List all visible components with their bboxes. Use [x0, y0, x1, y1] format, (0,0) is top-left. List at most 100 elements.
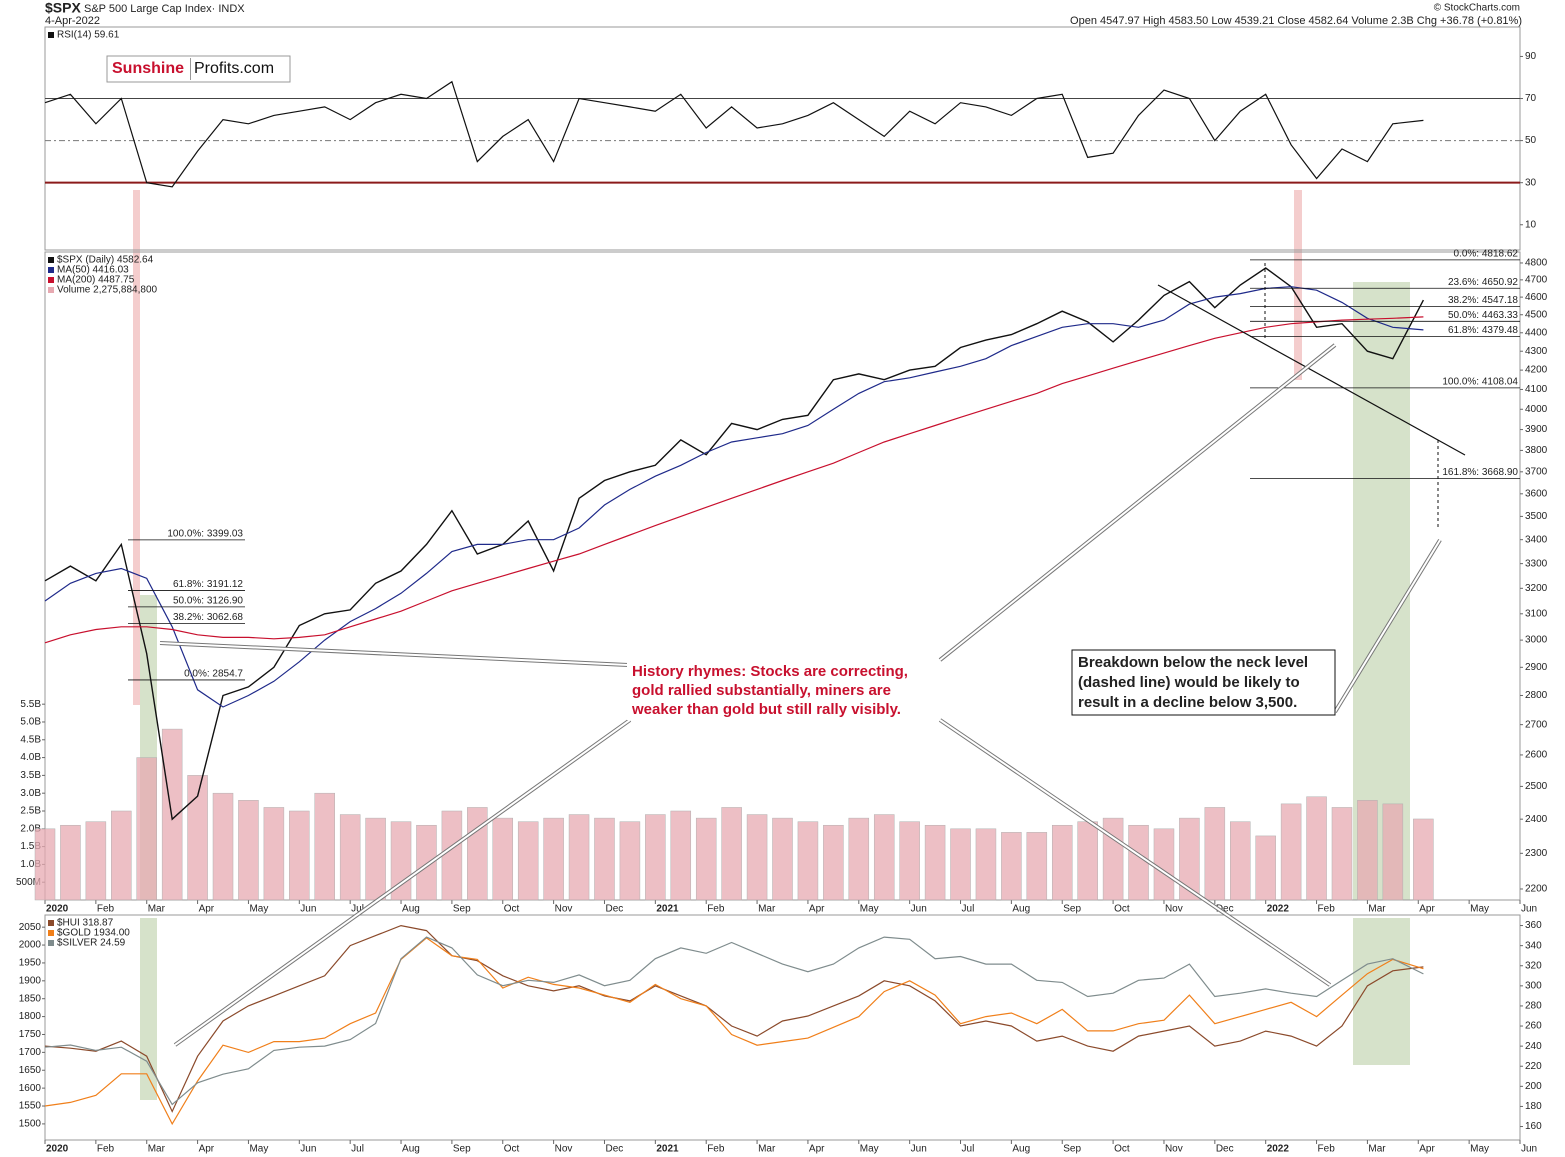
legend-swatch	[48, 920, 54, 926]
symbol: $SPX	[45, 0, 81, 16]
panel-frame	[44, 914, 1521, 1141]
y-tick-label: 1550	[19, 1101, 42, 1112]
volume-bar	[1204, 807, 1226, 901]
y-tick-label: 4800	[1525, 258, 1548, 269]
legend-swatch	[48, 257, 54, 263]
y-tick-label: 90	[1525, 51, 1537, 62]
x-tick-label: Oct	[504, 904, 520, 915]
volume-bar	[1280, 803, 1302, 901]
x-tick-label: Oct	[1114, 1144, 1130, 1155]
y-tick-label: 3.0B	[20, 788, 41, 799]
note-line: History rhymes: Stocks are correcting,	[632, 663, 908, 680]
date: 4-Apr-2022	[45, 15, 100, 27]
y-tick-label: 3100	[1525, 608, 1548, 619]
volume-bar	[1179, 817, 1200, 901]
y-tick-label: 1700	[19, 1047, 42, 1058]
volume-bar	[594, 817, 615, 901]
x-tick-label: Jun	[300, 904, 316, 915]
volume-bar	[85, 821, 107, 901]
volume-bar	[797, 821, 819, 901]
volume-bar	[746, 814, 768, 901]
volume-bar	[314, 792, 335, 901]
volume-bar	[899, 821, 920, 901]
x-tick-label: Mar	[148, 904, 166, 915]
x-tick-label: Nov	[1165, 904, 1183, 915]
series-line	[44, 937, 1424, 1126]
x-tick-label: Feb	[707, 904, 725, 915]
x-tick-label: Feb	[707, 1144, 725, 1155]
red-band	[1294, 190, 1302, 380]
y-tick-label: 5.5B	[20, 699, 41, 710]
neck-line	[1157, 284, 1466, 456]
legend-label: $GOLD 1934.00	[57, 928, 130, 939]
y-tick-label: 1950	[19, 958, 42, 969]
volume-bar	[212, 792, 234, 901]
logo-box	[106, 55, 291, 83]
fib-label: 61.8%: 4379.48	[1448, 325, 1518, 336]
x-tick-label: Sep	[1063, 1144, 1081, 1155]
volume-bar	[365, 817, 386, 901]
fib-label: 38.2%: 4547.18	[1448, 295, 1518, 306]
x-tick-label: Dec	[1216, 1144, 1234, 1155]
y-tick-label: 1.0B	[20, 859, 41, 870]
y-tick-label: 200	[1525, 1081, 1542, 1092]
legend-label: $HUI 318.87	[57, 918, 114, 929]
x-tick-label: May	[860, 1144, 879, 1155]
y-tick-label: 2900	[1525, 662, 1548, 673]
logo-part1: Sunshine	[112, 60, 184, 77]
y-tick-label: 2600	[1525, 750, 1548, 761]
x-tick-label: May	[860, 904, 879, 915]
fib-label: 0.0%: 4818.62	[1454, 248, 1519, 259]
volume-bar	[517, 821, 539, 901]
y-tick-label: 2200	[1525, 884, 1548, 895]
note-box	[1071, 649, 1336, 716]
x-tick-label: 2022	[1267, 1144, 1290, 1155]
y-tick-label: 1600	[19, 1083, 42, 1094]
volume-bar	[1382, 803, 1404, 901]
legend-label: RSI(14) 59.61	[57, 30, 120, 41]
red-band	[133, 190, 140, 705]
x-tick-label: Nov	[555, 904, 573, 915]
y-tick-label: 360	[1525, 920, 1542, 931]
history-note: History rhymes: Stocks are correcting, g…	[627, 660, 940, 720]
volume-bar	[416, 824, 437, 901]
y-tick-label: 4.0B	[20, 752, 41, 763]
y-tick-label: 260	[1525, 1021, 1542, 1032]
y-tick-label: 1850	[19, 993, 42, 1004]
legend-label: MA(50) 4416.03	[57, 265, 129, 276]
y-tick-label: 5.0B	[20, 717, 41, 728]
volume-bar	[263, 807, 285, 901]
annotation-lines	[159, 263, 1466, 1047]
x-tick-label: Apr	[199, 904, 215, 915]
volume-bar	[873, 814, 895, 901]
x-tick-label: Jun	[1521, 904, 1537, 915]
series-line	[44, 80, 1424, 188]
volume-bar	[1128, 824, 1149, 901]
x-tick-label: Feb	[1318, 904, 1336, 915]
y-tick-label: 220	[1525, 1061, 1542, 1072]
fib-label: 61.8%: 3191.12	[173, 579, 243, 590]
volume-bar	[823, 824, 844, 901]
note-line: result in a decline below 3,500.	[1078, 694, 1297, 711]
volume-bar	[289, 810, 310, 901]
y-tick-label: 4500	[1525, 309, 1548, 320]
x-tick-label: Apr	[809, 904, 825, 915]
series-line	[44, 936, 1424, 1106]
volume-bar	[111, 810, 132, 901]
y-tick-label: 50	[1525, 135, 1537, 146]
y-tick-label: 3200	[1525, 583, 1548, 594]
x-tick-label: Aug	[1012, 904, 1030, 915]
x-tick-label: Aug	[1012, 1144, 1030, 1155]
quote: Open 4547.97 High 4583.50 Low 4539.21 Cl…	[1070, 15, 1522, 27]
y-tick-label: 2300	[1525, 848, 1548, 859]
y-tick-label: 1900	[19, 975, 42, 986]
y-tick-label: 2500	[1525, 781, 1548, 792]
y-tick-label: 3300	[1525, 558, 1548, 569]
y-tick-label: 160	[1525, 1121, 1542, 1132]
y-tick-label: 3000	[1525, 635, 1548, 646]
x-tick-label: Jun	[1521, 1144, 1537, 1155]
x-tick-label: Nov	[1165, 1144, 1183, 1155]
volume-bar	[924, 824, 946, 901]
volume-bar	[568, 814, 590, 901]
